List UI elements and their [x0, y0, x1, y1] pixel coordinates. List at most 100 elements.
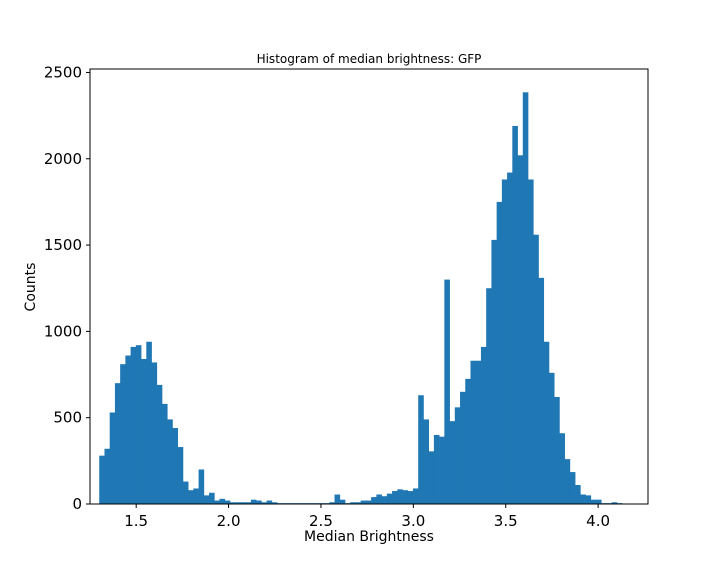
histogram-bar	[203, 495, 210, 504]
histogram-bar	[156, 384, 163, 504]
x-tick-label: 1.5	[124, 512, 148, 530]
histogram-bar	[397, 489, 403, 504]
histogram-bar	[371, 497, 377, 504]
histogram-bar	[590, 499, 597, 504]
histogram-bar	[245, 502, 252, 504]
histogram-bar	[538, 277, 545, 504]
bars-group	[99, 92, 623, 505]
histogram-bar	[177, 447, 184, 504]
histogram-bar	[109, 412, 116, 504]
histogram-bar	[188, 490, 194, 504]
histogram-bar	[407, 491, 414, 504]
x-tick-label: 2.5	[309, 512, 333, 530]
histogram-bar	[517, 155, 524, 504]
histogram-bar	[151, 362, 158, 504]
histogram-bar	[235, 502, 241, 504]
histogram-bar	[224, 500, 231, 504]
histogram-bar	[360, 500, 367, 504]
histogram-bar	[564, 459, 571, 504]
x-axis: 1.5 2.0 2.5 3.0 3.5 4.0	[124, 504, 610, 530]
histogram-bar	[392, 491, 398, 504]
histogram-bar	[172, 428, 179, 504]
histogram-bar	[167, 419, 173, 504]
histogram-bar	[104, 448, 111, 504]
histogram-bar	[386, 493, 393, 504]
y-axis: 0 500 1000 1500 2000 2500	[44, 63, 90, 513]
histogram-bar	[585, 495, 592, 504]
histogram-bar	[193, 488, 199, 504]
histogram-bar	[266, 500, 273, 504]
histogram-bar	[491, 239, 497, 504]
histogram-bar	[611, 502, 618, 504]
histogram-bar	[439, 436, 445, 504]
histogram-bar	[376, 494, 382, 504]
histogram-bar	[496, 201, 503, 505]
histogram-bar	[444, 279, 450, 504]
x-tick-label: 3.0	[401, 512, 425, 530]
y-tick-label: 1000	[44, 322, 82, 340]
histogram-bar	[198, 469, 205, 504]
histogram-bar	[554, 396, 560, 504]
histogram-bar	[146, 341, 152, 504]
histogram-bar	[99, 455, 105, 504]
histogram-bar	[329, 502, 335, 504]
y-tick-label: 2000	[44, 150, 82, 168]
histogram-bar	[575, 485, 581, 504]
x-tick-label: 4.0	[586, 512, 610, 530]
histogram-bar	[595, 499, 602, 504]
histogram-bar	[428, 451, 435, 504]
histogram-bar	[480, 346, 487, 504]
histogram-bar	[182, 481, 189, 504]
histogram-bar	[454, 407, 461, 504]
histogram-bar	[449, 421, 456, 504]
histogram-bar	[412, 488, 419, 504]
histogram-bar	[261, 502, 267, 504]
histogram-bar	[580, 494, 586, 504]
histogram-bar	[433, 434, 440, 504]
histogram-bar	[250, 499, 257, 504]
histogram-bar	[512, 125, 518, 505]
histogram-bar	[114, 383, 121, 504]
histogram-bar	[240, 502, 246, 504]
histogram-bar	[475, 360, 482, 504]
histogram-bar	[350, 502, 356, 504]
y-tick-label: 1500	[44, 236, 82, 254]
histogram-bar	[501, 179, 508, 505]
histogram-bar	[522, 92, 529, 505]
histogram-bar	[209, 492, 215, 504]
histogram-bar	[219, 498, 226, 504]
y-tick-label: 2500	[44, 63, 82, 81]
histogram-bar	[470, 360, 477, 504]
histogram-bar	[135, 345, 142, 504]
histogram-bar	[334, 494, 341, 504]
histogram-bar	[229, 502, 236, 504]
y-tick-label: 500	[53, 409, 82, 427]
plot-frame	[89, 68, 649, 505]
histogram-bar	[402, 490, 409, 504]
histogram-bar	[533, 234, 539, 504]
histogram-bar	[161, 403, 168, 504]
chart-title: Histogram of median brightness: GFP	[257, 52, 482, 66]
histogram-bar	[256, 500, 262, 504]
histogram-bar	[559, 433, 565, 504]
histogram-bar	[381, 496, 388, 504]
histogram-bar	[214, 500, 220, 504]
histogram-bar	[543, 341, 550, 504]
histogram-bar	[120, 364, 126, 504]
histogram-bar	[507, 172, 513, 504]
x-axis-label: Median Brightness	[304, 529, 434, 545]
histogram-bar	[486, 288, 492, 504]
histogram-bar	[460, 391, 466, 504]
histogram-bar	[418, 395, 424, 504]
x-tick-label: 2.0	[217, 512, 241, 530]
histogram-bar	[125, 355, 131, 504]
histogram-bar	[548, 372, 555, 504]
histogram-bar	[130, 346, 137, 504]
y-tick-label: 0	[72, 495, 82, 513]
histogram-bar	[339, 499, 346, 504]
histogram-bar	[423, 419, 430, 504]
histogram-bar	[355, 502, 362, 504]
y-axis-label: Counts	[23, 263, 39, 312]
histogram-bar	[528, 179, 534, 505]
